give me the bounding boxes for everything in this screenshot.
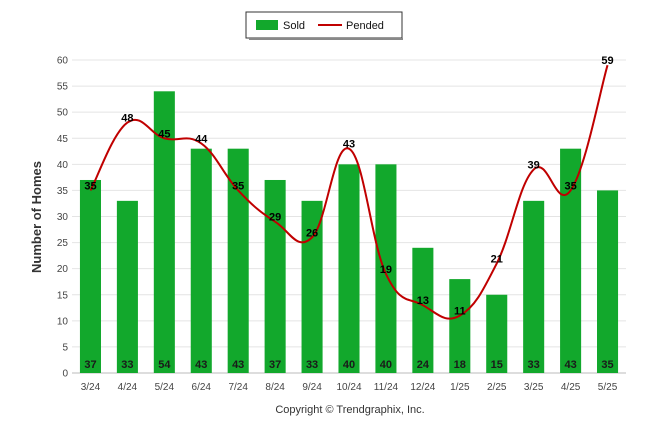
y-axis-label: Number of Homes bbox=[29, 161, 44, 273]
y-tick-label: 15 bbox=[57, 290, 69, 301]
sold-bar bbox=[79, 179, 101, 373]
y-tick-label: 50 bbox=[57, 108, 69, 119]
x-tick-label: 5/25 bbox=[598, 382, 618, 393]
sold-bar bbox=[190, 148, 212, 373]
sold-bar-value-label: 40 bbox=[343, 359, 355, 371]
y-tick-label: 10 bbox=[57, 316, 69, 327]
sold-bar bbox=[486, 294, 508, 373]
pended-point-label: 44 bbox=[195, 133, 208, 145]
x-tick-label: 4/24 bbox=[118, 382, 138, 393]
x-tick-label: 7/24 bbox=[228, 382, 248, 393]
x-tick-label: 3/24 bbox=[81, 382, 101, 393]
sold-bar bbox=[560, 148, 582, 373]
x-tick-label: 3/25 bbox=[524, 382, 544, 393]
sold-bar-value-label: 33 bbox=[528, 359, 540, 371]
y-tick-label: 25 bbox=[57, 238, 69, 249]
sold-bar-value-label: 54 bbox=[158, 359, 171, 371]
x-tick-label: 6/24 bbox=[192, 382, 212, 393]
y-tick-label: 45 bbox=[57, 134, 69, 145]
x-tick-label: 2/25 bbox=[487, 382, 507, 393]
sold-bar bbox=[523, 200, 545, 373]
x-tick-label: 8/24 bbox=[265, 382, 285, 393]
sold-bar-value-label: 35 bbox=[601, 359, 613, 371]
legend-pended-label: Pended bbox=[346, 20, 384, 32]
sold-bar-value-label: 18 bbox=[454, 359, 466, 371]
pended-point-label: 26 bbox=[306, 227, 318, 239]
sold-bar bbox=[375, 164, 397, 373]
sold-bar-value-label: 43 bbox=[564, 359, 576, 371]
x-tick-label: 4/25 bbox=[561, 382, 581, 393]
sold-bar-value-label: 37 bbox=[84, 359, 96, 371]
sold-bar-value-label: 15 bbox=[491, 359, 503, 371]
pended-point-label: 11 bbox=[454, 306, 466, 318]
sold-bar-value-label: 33 bbox=[306, 359, 318, 371]
sold-bar bbox=[449, 279, 471, 373]
y-tick-label: 40 bbox=[57, 160, 69, 171]
y-tick-label: 30 bbox=[57, 212, 69, 223]
pended-point-label: 13 bbox=[417, 295, 429, 307]
sold-bar bbox=[338, 164, 360, 373]
sold-bar bbox=[301, 200, 323, 373]
pended-point-label: 35 bbox=[84, 180, 96, 192]
copyright: Copyright © Trendgraphix, Inc. bbox=[275, 404, 424, 416]
sold-bars: 37 33 54 43 43 37 33 40 40 24 18 15 33 43 35 bbox=[79, 91, 619, 374]
pended-point-label: 29 bbox=[269, 212, 281, 224]
pended-point-label: 43 bbox=[343, 139, 355, 151]
y-tick-label: 60 bbox=[57, 56, 69, 67]
pended-point-label: 35 bbox=[564, 180, 576, 192]
sold-bar bbox=[227, 148, 249, 373]
x-tick-label: 11/24 bbox=[374, 382, 399, 393]
pended-point-label: 35 bbox=[232, 180, 244, 192]
y-axis-ticks: 0 5 10 15 20 25 30 35 40 45 50 55 60 bbox=[57, 56, 69, 380]
sold-bar-value-label: 37 bbox=[269, 359, 281, 371]
y-tick-label: 20 bbox=[57, 264, 69, 275]
legend: Sold Pended bbox=[245, 11, 403, 40]
y-tick-label: 35 bbox=[57, 186, 69, 197]
y-tick-label: 0 bbox=[62, 369, 68, 380]
pended-point-label: 45 bbox=[158, 128, 170, 140]
sold-bar bbox=[264, 179, 286, 373]
x-tick-label: 5/24 bbox=[155, 382, 175, 393]
x-tick-label: 1/25 bbox=[450, 382, 470, 393]
pended-point-label: 59 bbox=[601, 55, 613, 67]
legend-shadow bbox=[249, 38, 403, 40]
pended-point-label: 48 bbox=[121, 113, 133, 125]
pended-line: 35 48 45 44 35 29 26 43 19 13 11 21 39 35 59 bbox=[84, 55, 614, 320]
pended-point-label: 19 bbox=[380, 264, 392, 276]
sold-bar-value-label: 24 bbox=[417, 359, 430, 371]
legend-sold-label: Sold bbox=[283, 20, 305, 32]
sold-bar bbox=[116, 200, 138, 373]
x-tick-label: 10/24 bbox=[336, 382, 361, 393]
y-tick-label: 5 bbox=[62, 342, 68, 353]
x-tick-label: 12/24 bbox=[410, 382, 435, 393]
sold-bar-value-label: 40 bbox=[380, 359, 392, 371]
legend-sold-swatch bbox=[256, 20, 278, 30]
sold-bar-value-label: 43 bbox=[195, 359, 207, 371]
sold-bar bbox=[597, 190, 619, 373]
sold-bar-value-label: 43 bbox=[232, 359, 244, 371]
sold-bar bbox=[153, 91, 175, 374]
pended-point-label: 21 bbox=[491, 253, 503, 265]
pended-point-label: 39 bbox=[528, 160, 540, 172]
pended-line-path bbox=[89, 64, 609, 320]
sold-bar-value-label: 33 bbox=[121, 359, 133, 371]
x-tick-label: 9/24 bbox=[302, 382, 322, 393]
y-tick-label: 55 bbox=[57, 82, 69, 93]
sold-bar bbox=[412, 247, 434, 373]
x-axis-ticks: 3/24 4/24 5/24 6/24 7/24 8/24 9/24 10/24 11/24 12… bbox=[81, 382, 618, 393]
